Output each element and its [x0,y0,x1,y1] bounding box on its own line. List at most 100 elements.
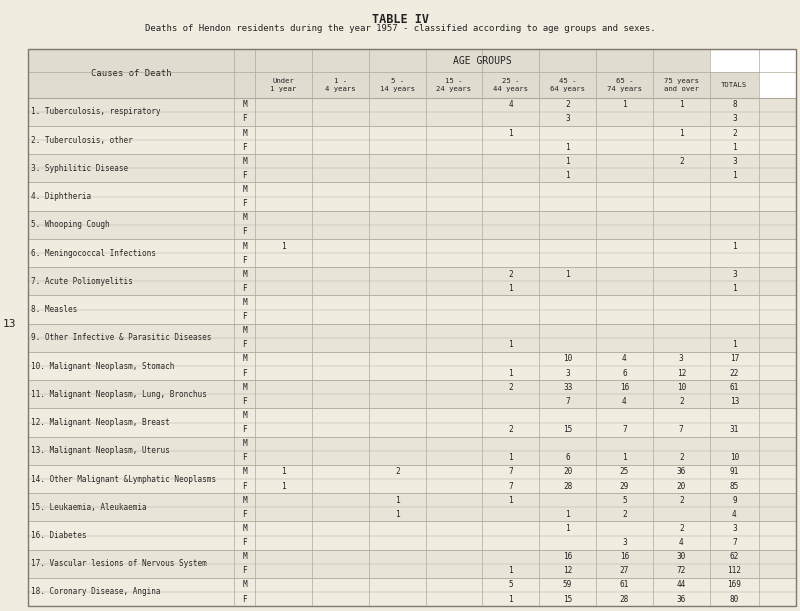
Text: F: F [242,510,247,519]
Text: M: M [242,213,247,222]
Text: 16: 16 [563,552,572,561]
Text: 25: 25 [620,467,629,477]
Bar [28,169,796,183]
Text: 1: 1 [509,340,513,349]
Text: 15. Leukaemia, Aleukaemia: 15. Leukaemia, Aleukaemia [31,503,147,512]
Bar [28,507,796,521]
Text: M: M [242,241,247,251]
Bar [28,451,796,465]
Text: 2: 2 [509,382,513,392]
Bar [28,267,796,281]
Bar [28,535,796,550]
Text: 7. Acute Poliomyelitis: 7. Acute Poliomyelitis [31,277,133,286]
Text: M: M [242,467,247,477]
Text: M: M [242,270,247,279]
Text: 1: 1 [282,467,286,477]
Text: 36: 36 [677,595,686,604]
Text: F: F [242,453,247,463]
Bar [255,72,312,98]
Text: M: M [242,382,247,392]
Text: 4: 4 [679,538,683,547]
Text: Deaths of Hendon residents during the year 1957 - classified according to age gr: Deaths of Hendon residents during the ye… [145,24,655,34]
Text: 6. Meningococcal Infections: 6. Meningococcal Infections [31,249,156,258]
Text: 75 years
and over: 75 years and over [664,78,698,92]
Text: 1: 1 [732,143,737,152]
Text: 10. Malignant Neoplasm, Stomach: 10. Malignant Neoplasm, Stomach [31,362,174,370]
Bar [28,140,796,154]
Text: F: F [242,312,247,321]
Text: 2. Tuberculosis, other: 2. Tuberculosis, other [31,136,133,145]
Text: 1. Tuberculosis, respiratory: 1. Tuberculosis, respiratory [31,108,161,116]
Bar [28,281,796,296]
Text: 13: 13 [3,319,16,329]
Text: F: F [242,255,247,265]
Text: 4. Diphtheria: 4. Diphtheria [31,192,91,201]
Text: 85: 85 [730,481,739,491]
Text: 1: 1 [732,241,737,251]
Text: 20: 20 [563,467,572,477]
Text: 2: 2 [622,510,626,519]
Text: 1: 1 [732,284,737,293]
Bar [539,72,596,98]
Bar [28,211,796,225]
Text: 25 -
44 years: 25 - 44 years [494,78,528,92]
Text: 5. Whooping Cough: 5. Whooping Cough [31,221,110,229]
Text: 65 -
74 years: 65 - 74 years [607,78,642,92]
Text: M: M [242,128,247,137]
Text: Causes of Death: Causes of Death [91,69,171,78]
Text: 2: 2 [679,397,683,406]
Text: 10: 10 [730,453,739,463]
Text: 20: 20 [677,481,686,491]
Text: F: F [242,566,247,576]
Text: 16. Diabetes: 16. Diabetes [31,531,86,540]
Text: AGE GROUPS: AGE GROUPS [453,56,512,65]
Text: 9: 9 [732,496,737,505]
Text: 2: 2 [679,157,683,166]
Text: 2: 2 [679,496,683,505]
Text: 59: 59 [563,580,572,590]
Bar [28,98,796,112]
Text: 2: 2 [509,270,513,279]
Text: M: M [242,524,247,533]
Text: 17. Vascular lesions of Nervous System: 17. Vascular lesions of Nervous System [31,559,207,568]
Text: 1: 1 [509,566,513,576]
Bar [28,394,796,408]
Text: 16: 16 [620,382,629,392]
Bar [28,380,796,394]
Text: M: M [242,157,247,166]
Bar [255,49,710,72]
Bar [28,437,796,451]
Text: F: F [242,284,247,293]
Text: 8. Measles: 8. Measles [31,305,78,314]
Text: 1: 1 [282,241,286,251]
Bar [710,72,759,98]
Text: F: F [242,481,247,491]
Text: 28: 28 [620,595,629,604]
Text: 2: 2 [732,128,737,137]
Text: 1: 1 [509,595,513,604]
Text: 15: 15 [563,425,572,434]
Bar [28,338,796,352]
Text: F: F [242,368,247,378]
Text: 1: 1 [509,128,513,137]
Text: 3: 3 [732,270,737,279]
Text: 2: 2 [509,425,513,434]
Text: F: F [242,227,247,236]
Text: M: M [242,496,247,505]
Text: F: F [242,595,247,604]
Text: 2: 2 [395,467,399,477]
Bar [28,112,796,126]
Bar [28,465,796,479]
Text: 1: 1 [509,368,513,378]
Text: 13. Malignant Neoplasm, Uterus: 13. Malignant Neoplasm, Uterus [31,446,170,455]
Text: 10: 10 [563,354,572,364]
Text: 28: 28 [563,481,572,491]
Text: 3: 3 [732,524,737,533]
Text: 1: 1 [395,496,399,505]
Text: 17: 17 [730,354,739,364]
Text: 61: 61 [620,580,629,590]
Text: 14. Other Malignant &Lymphatic Neoplasms: 14. Other Malignant &Lymphatic Neoplasms [31,475,216,483]
Text: 1: 1 [622,100,626,109]
Text: M: M [242,411,247,420]
Text: 2: 2 [566,100,570,109]
